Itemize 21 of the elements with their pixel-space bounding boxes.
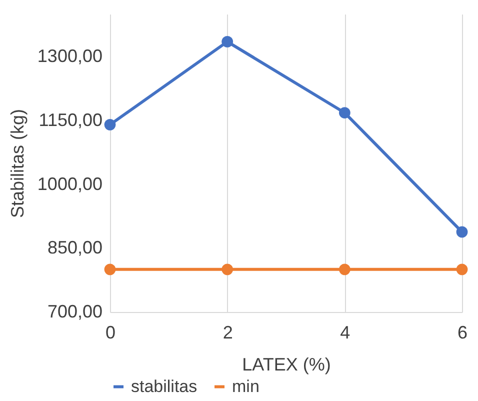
y-axis-title: Stabilitas (kg) [7, 108, 28, 218]
point [456, 226, 468, 238]
point [222, 264, 234, 276]
y-tick-label: 1000,00 [37, 174, 102, 194]
x-tick-label: 2 [222, 322, 233, 342]
y-tick-label: 1300,00 [37, 46, 102, 66]
legend-label: min [232, 376, 260, 396]
x-axis-title: LATEX (%) [242, 354, 331, 374]
point [338, 107, 350, 118]
x-tick-label: 6 [457, 322, 468, 342]
y-tick-label: 1150,00 [38, 110, 102, 130]
y-tick-label: 850,00 [47, 238, 102, 258]
y-tick-label: 700,00 [47, 302, 102, 322]
point [104, 118, 116, 130]
point [338, 264, 350, 276]
point [222, 36, 234, 48]
x-tick-label: 4 [340, 322, 350, 342]
point [456, 264, 468, 276]
x-tick-label: 0 [105, 322, 116, 342]
point [104, 264, 116, 276]
legend-label: stabilitas [131, 376, 198, 396]
